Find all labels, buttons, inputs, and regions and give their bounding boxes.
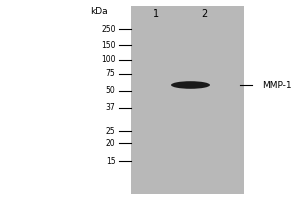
Text: 250: 250	[101, 24, 116, 33]
Text: 20: 20	[106, 138, 116, 148]
Text: 1: 1	[153, 9, 159, 19]
Text: 100: 100	[101, 55, 116, 64]
Text: kDa: kDa	[90, 7, 108, 16]
Text: 50: 50	[106, 86, 116, 95]
FancyBboxPatch shape	[130, 6, 244, 194]
Ellipse shape	[171, 81, 210, 89]
Text: 2: 2	[201, 9, 207, 19]
Text: 150: 150	[101, 40, 116, 49]
Text: 75: 75	[106, 70, 116, 78]
Text: 15: 15	[106, 156, 116, 166]
Text: 37: 37	[106, 104, 116, 112]
Text: 25: 25	[106, 127, 116, 136]
Text: MMP-1: MMP-1	[262, 81, 292, 90]
